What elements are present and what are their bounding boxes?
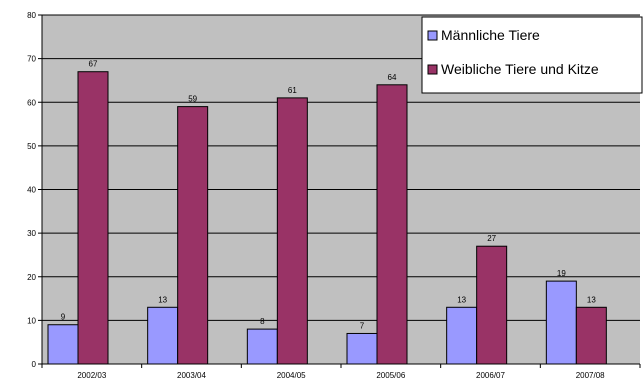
bar-2003/04-weiblich — [177, 106, 209, 365]
bar-2002/03-weiblich — [77, 71, 109, 365]
y-tick-label: 40 — [27, 186, 36, 195]
legend: Männliche Tiere Weibliche Tiere und Kitze — [421, 16, 643, 94]
y-tick-label: 30 — [27, 229, 36, 238]
x-tick-label: 2006/07 — [476, 371, 505, 380]
bar-2006/07-maennlich — [446, 306, 478, 365]
y-tick-label: 80 — [27, 11, 36, 20]
bar-2006/07-weiblich — [476, 245, 508, 365]
legend-label: Weibliche Tiere und Kitze — [441, 61, 599, 77]
bar-2007/08-maennlich — [545, 280, 577, 365]
axes: 0 10 20 30 40 50 60 70 80 2002/03 2003/04 2004/05 20… — [27, 11, 641, 380]
bar-2003/04-maennlich — [147, 306, 179, 365]
legend-box — [421, 16, 643, 94]
data-label: 13 — [158, 295, 167, 304]
y-tick-label: 50 — [27, 142, 36, 151]
bar-2004/05-weiblich — [276, 97, 308, 365]
data-label: 8 — [260, 317, 265, 326]
legend-swatch — [427, 30, 438, 41]
data-label: 9 — [61, 313, 66, 322]
legend-label: Männliche Tiere — [441, 27, 540, 43]
x-tick-label: 2004/05 — [277, 371, 306, 380]
bar-2005/06-weiblich — [376, 84, 408, 365]
data-label: 59 — [188, 95, 197, 104]
bar-2007/08-weiblich — [575, 306, 607, 365]
y-tick-label: 0 — [32, 360, 37, 369]
x-tick-label: 2005/06 — [376, 371, 405, 380]
bars — [47, 71, 607, 365]
bar-2002/03-maennlich — [47, 324, 79, 365]
x-tick-label: 2007/08 — [576, 371, 605, 380]
data-label: 27 — [487, 234, 496, 243]
data-label: 64 — [388, 73, 397, 82]
data-label: 61 — [288, 86, 297, 95]
data-labels: 9 67 13 59 8 61 7 64 13 27 19 13 — [61, 60, 597, 331]
data-label: 13 — [457, 295, 466, 304]
legend-swatch — [427, 64, 438, 75]
bar-2005/06-maennlich — [346, 332, 378, 365]
data-label: 19 — [557, 269, 566, 278]
x-tick-label: 2002/03 — [77, 371, 106, 380]
data-label: 13 — [587, 295, 596, 304]
x-tick-label: 2003/04 — [177, 371, 206, 380]
bar-2004/05-maennlich — [246, 328, 278, 365]
y-tick-label: 10 — [27, 316, 36, 325]
data-label: 7 — [360, 321, 365, 330]
y-tick-label: 70 — [27, 55, 36, 64]
y-tick-label: 20 — [27, 273, 36, 282]
data-label: 67 — [89, 60, 98, 69]
y-tick-label: 60 — [27, 98, 36, 107]
